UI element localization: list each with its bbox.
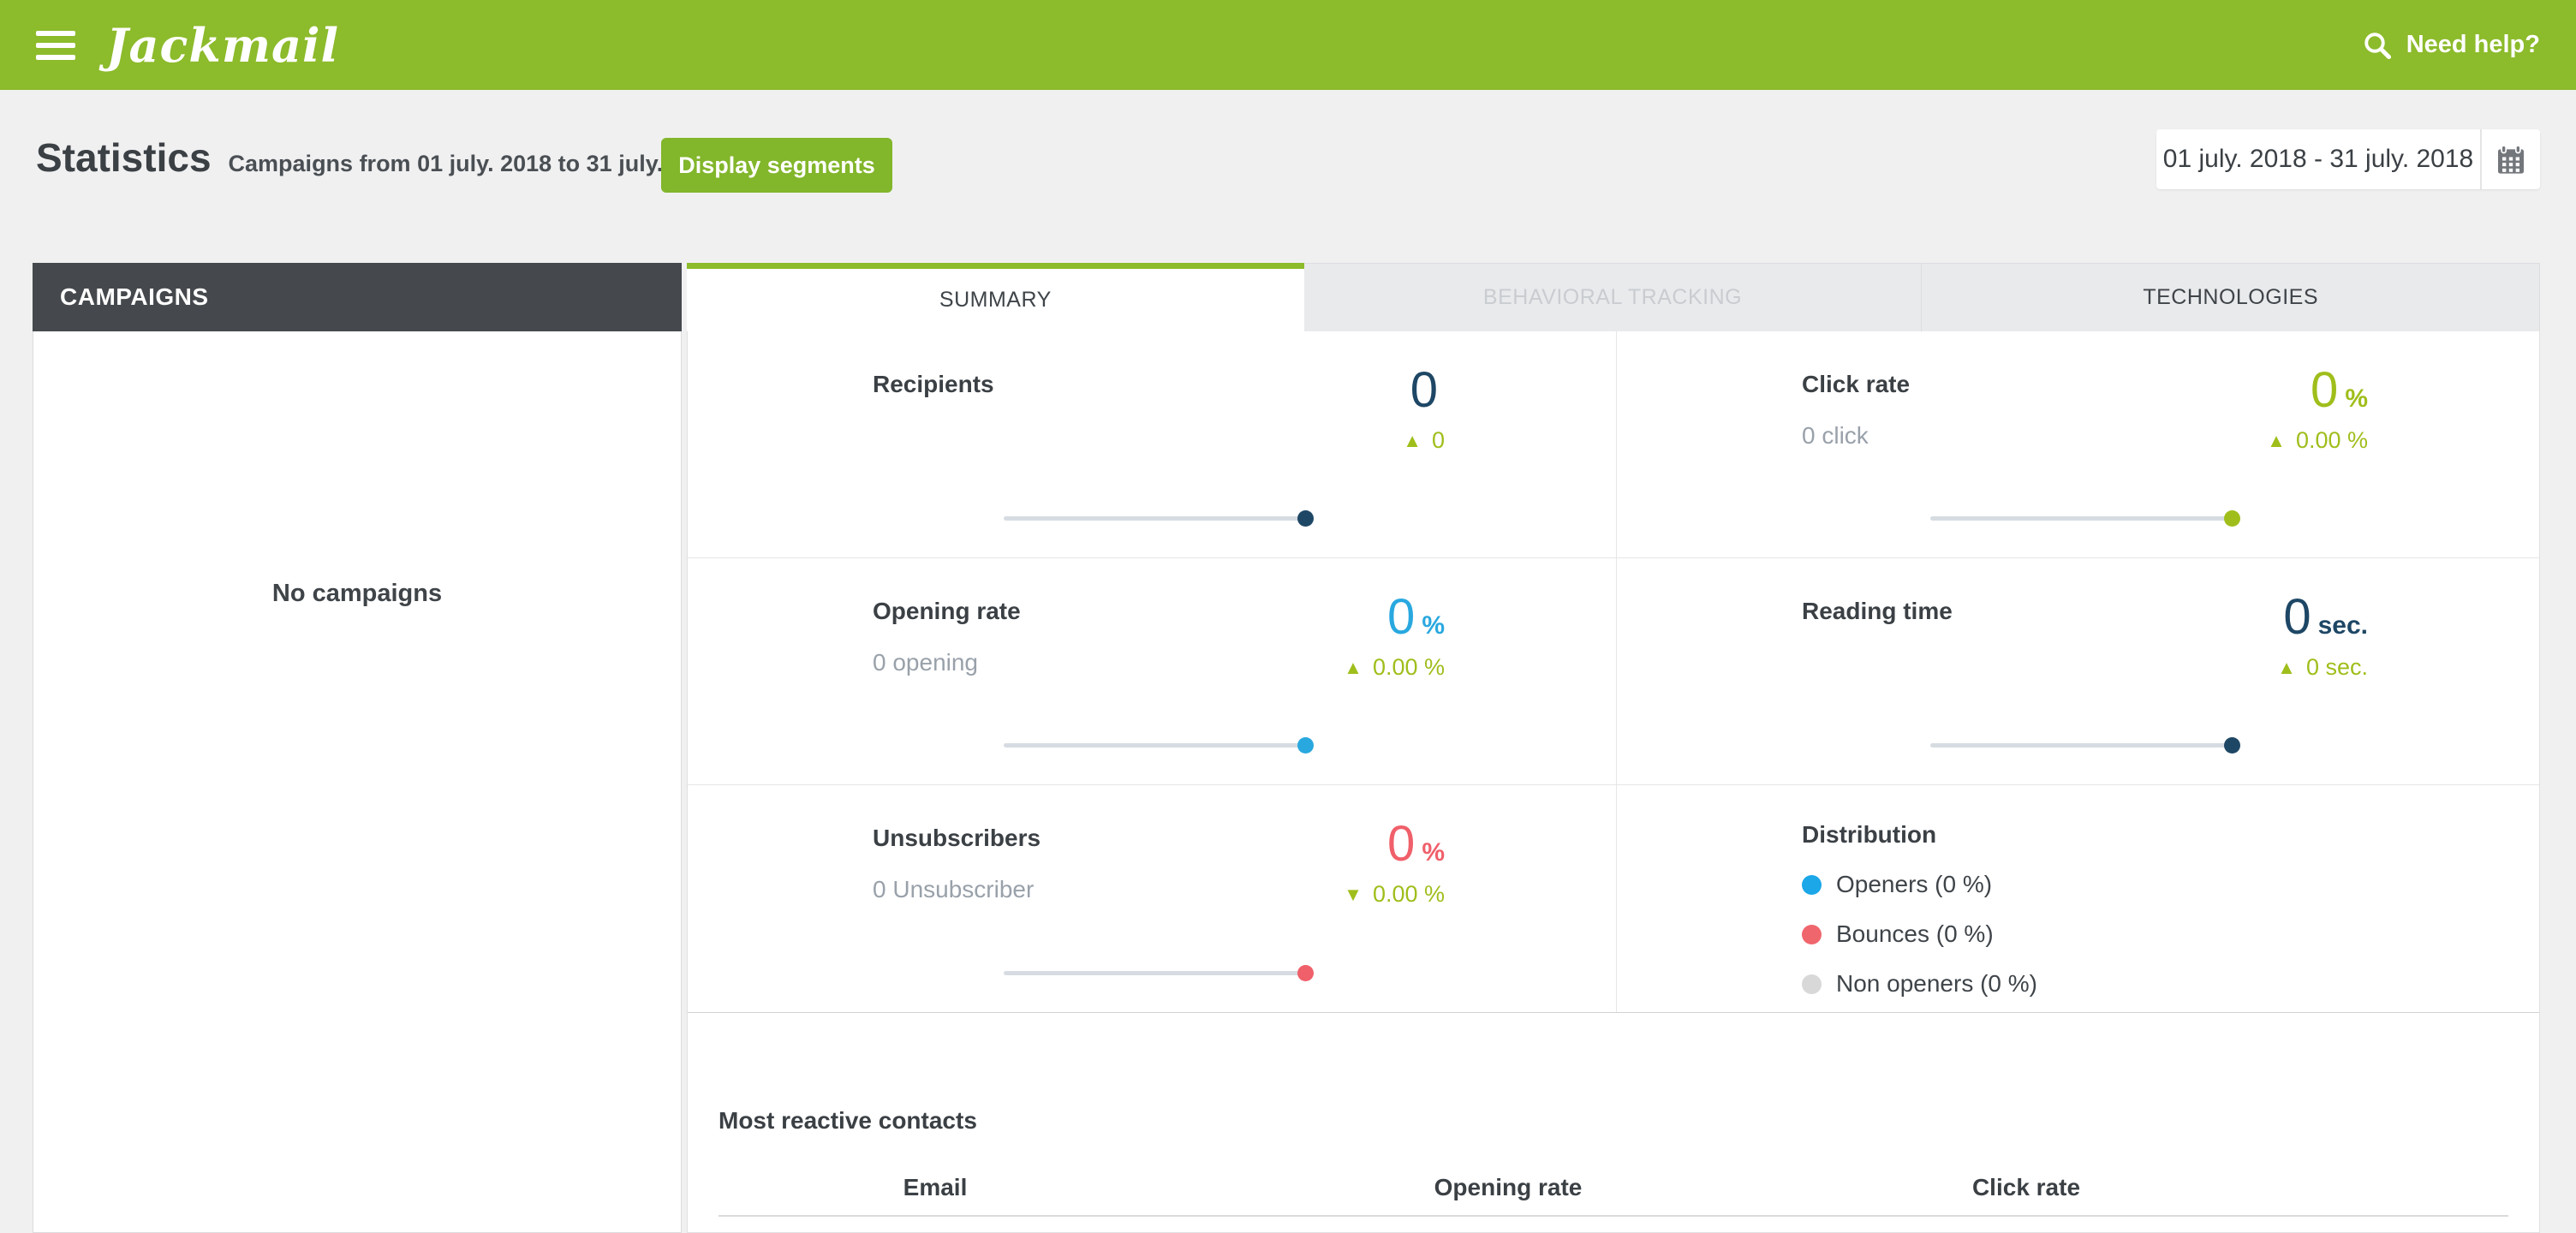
reading-time-card: Reading time 0 sec. ▲ 0 sec. (1617, 558, 2539, 785)
unsubscribers-sub: 0 Unsubscriber (873, 876, 1035, 902)
hamburger-menu-icon[interactable] (36, 30, 75, 60)
slider-track (1929, 743, 2233, 748)
opening-rate-unit: % (1422, 611, 1445, 640)
trend-up-icon: ▲ (2267, 429, 2286, 451)
need-help-button[interactable]: Need help? (2362, 30, 2540, 61)
search-icon (2364, 32, 2391, 59)
topbar: Jackmail Need help? (0, 0, 2576, 90)
contacts-table-header: Email Opening rate Click rate (688, 1135, 2539, 1215)
legend-item-non-openers: Non openers (0 %) (1802, 970, 2539, 998)
opening-rate-delta: 0.00 % (1372, 654, 1445, 680)
contacts-title: Most reactive contacts (719, 1107, 977, 1134)
click-rate-unit: % (2345, 384, 2368, 413)
click-rate-label: Click rate (1802, 371, 1911, 397)
legend-item-bounces: Bounces (0 %) (1802, 920, 2539, 948)
date-range-input[interactable]: 01 july. 2018 - 31 july. 2018 (2162, 145, 2474, 173)
page-subtitle: Campaigns from 01 july. 2018 to 31 july.… (228, 151, 721, 176)
unsubscribers-label: Unsubscribers (873, 825, 1041, 851)
trend-up-icon: ▲ (1344, 656, 1363, 678)
display-segments-button[interactable]: Display segments (661, 138, 892, 193)
page-title: Statistics (36, 135, 212, 180)
page-header: Statistics Campaigns from 01 july. 2018 … (0, 90, 2576, 263)
click-rate-delta: 0.00 % (2295, 427, 2368, 453)
opening-rate-card: Opening rate 0 opening 0% ▲ 0.00 % (688, 558, 1617, 785)
unsubscribers-unit: % (1422, 838, 1445, 867)
click-rate-value: 0 (2311, 362, 2339, 418)
unsubscribers-slider (1004, 964, 1314, 981)
recipients-card: Recipients 0 ▲ 0 (688, 331, 1617, 558)
main-panel: SUMMARY BEHAVIORAL TRACKING TECHNOLOGIES… (687, 263, 2541, 1233)
column-header-click-rate: Click rate (1971, 1174, 2081, 1200)
stats-grid: Recipients 0 ▲ 0 (688, 331, 2539, 1013)
trend-up-icon: ▲ (1403, 429, 1422, 451)
distribution-card: Distribution Openers (0 %) Bounces (0 %)… (1617, 785, 2539, 1012)
slider-track (1004, 516, 1307, 521)
slider-track (1004, 743, 1307, 748)
slider-handle[interactable] (1297, 965, 1314, 981)
slider-track (1004, 971, 1307, 975)
reading-time-value: 0 (2283, 589, 2311, 645)
column-header-opening-rate: Opening rate (1434, 1174, 1583, 1200)
tab-summary[interactable]: SUMMARY (687, 263, 1304, 331)
slider-handle[interactable] (1297, 510, 1314, 527)
no-campaigns-message: No campaigns (271, 580, 443, 607)
opening-rate-sub: 0 opening (873, 649, 979, 676)
recipients-slider (1004, 509, 1314, 527)
slider-track (1929, 516, 2233, 521)
reading-time-unit: sec. (2317, 611, 2368, 640)
slider-handle[interactable] (2223, 510, 2240, 527)
need-help-label: Need help? (2406, 31, 2540, 58)
campaigns-list: No campaigns (33, 331, 682, 1233)
opening-rate-slider (1004, 736, 1314, 754)
click-rate-slider (1929, 509, 2240, 527)
slider-handle[interactable] (2223, 737, 2240, 754)
trend-up-icon: ▲ (2277, 656, 2296, 678)
date-range-picker: 01 july. 2018 - 31 july. 2018 (2156, 129, 2540, 189)
unsubscribers-card: Unsubscribers 0 Unsubscriber 0% ▼ 0.00 % (688, 785, 1617, 1012)
unsubscribers-value: 0 (1387, 816, 1416, 872)
table-header-divider (719, 1215, 2508, 1217)
slider-handle[interactable] (1297, 737, 1314, 754)
openers-dot-icon (1802, 874, 1822, 895)
reading-time-slider (1929, 736, 2240, 754)
tab-behavioral-tracking[interactable]: BEHAVIORAL TRACKING (1303, 263, 1923, 331)
legend-item-openers: Openers (0 %) (1802, 871, 2539, 898)
campaigns-sidebar-header: CAMPAIGNS (33, 263, 682, 331)
app-logo: Jackmail (106, 17, 339, 73)
click-rate-card: Click rate 0 click 0% ▲ 0.00 % (1617, 331, 2539, 558)
trend-down-icon: ▼ (1344, 883, 1363, 905)
summary-tab-content: Recipients 0 ▲ 0 (687, 331, 2540, 1233)
non-openers-dot-icon (1802, 974, 1822, 994)
calendar-icon (2498, 145, 2524, 174)
click-rate-sub: 0 click (1802, 422, 1869, 449)
recipients-delta: 0 (1431, 427, 1445, 453)
opening-rate-label: Opening rate (873, 598, 1021, 624)
distribution-label: Distribution (1802, 821, 1937, 848)
campaigns-sidebar: CAMPAIGNS No campaigns (33, 263, 682, 1233)
reading-time-label: Reading time (1802, 598, 1953, 624)
tab-technologies[interactable]: TECHNOLOGIES (1922, 263, 2541, 331)
most-reactive-contacts-section: Most reactive contacts Email Opening rat… (688, 1013, 2539, 1217)
tab-bar: SUMMARY BEHAVIORAL TRACKING TECHNOLOGIES (687, 263, 2541, 331)
calendar-button[interactable] (2480, 129, 2540, 189)
reading-time-delta: 0 sec. (2305, 654, 2368, 680)
column-header-email: Email (903, 1174, 968, 1200)
unsubscribers-delta: 0.00 % (1372, 881, 1445, 907)
recipients-value: 0 (1410, 362, 1438, 418)
recipients-label: Recipients (873, 371, 994, 397)
bounces-dot-icon (1802, 924, 1822, 944)
opening-rate-value: 0 (1387, 589, 1416, 645)
